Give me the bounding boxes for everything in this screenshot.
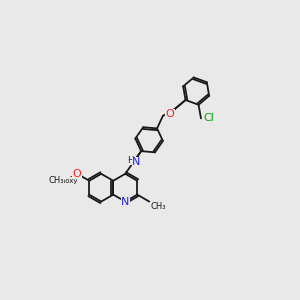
Text: O: O <box>73 169 82 179</box>
Text: Cl: Cl <box>203 113 214 123</box>
Text: H: H <box>127 156 133 165</box>
Text: O: O <box>165 109 174 119</box>
Text: N: N <box>132 158 140 167</box>
Text: N: N <box>121 196 129 206</box>
Text: methoxy: methoxy <box>48 178 78 184</box>
Text: CH₃: CH₃ <box>48 176 64 185</box>
Text: CH₃: CH₃ <box>151 202 166 211</box>
